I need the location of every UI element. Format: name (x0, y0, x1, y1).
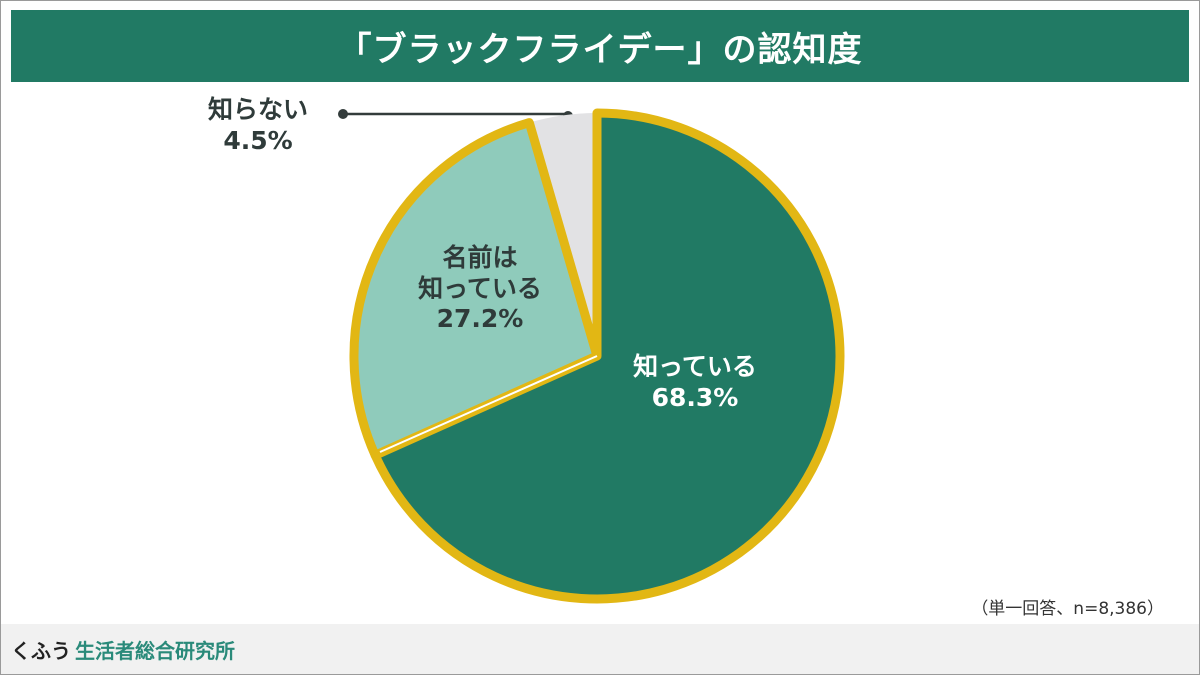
label-unknown-text: 知らない (207, 95, 308, 124)
pie-slice-known (370, 108, 845, 604)
chart-title-bar: 「ブラックフライデー」の認知度 (11, 10, 1189, 82)
brand-name: 生活者総合研究所 (75, 638, 235, 663)
sample-note: （単一回答、n=8,386） (971, 599, 1164, 619)
slice-divider (379, 355, 598, 453)
label-unknown-value: 4.5% (223, 125, 293, 155)
leader-dot-start (338, 109, 348, 119)
chart-title: 「ブラックフライデー」の認知度 (337, 29, 863, 70)
label-name-only-text1: 名前は (442, 243, 518, 272)
brand-prefix: くふう (11, 638, 71, 663)
label-known-value: 68.3% (651, 382, 739, 412)
label-name-only: 名前は 知っている 27.2% (395, 243, 565, 335)
label-unknown: 知らない 4.5% (198, 95, 318, 156)
label-known-text: 知っている (633, 352, 757, 381)
pie-slice-name-only (349, 118, 602, 460)
footer: くふう 生活者総合研究所 (1, 624, 1199, 674)
label-name-only-text2: 知っている (418, 273, 542, 303)
label-name-only-value: 27.2% (436, 304, 524, 333)
label-known: 知っている 68.3% (600, 352, 790, 413)
